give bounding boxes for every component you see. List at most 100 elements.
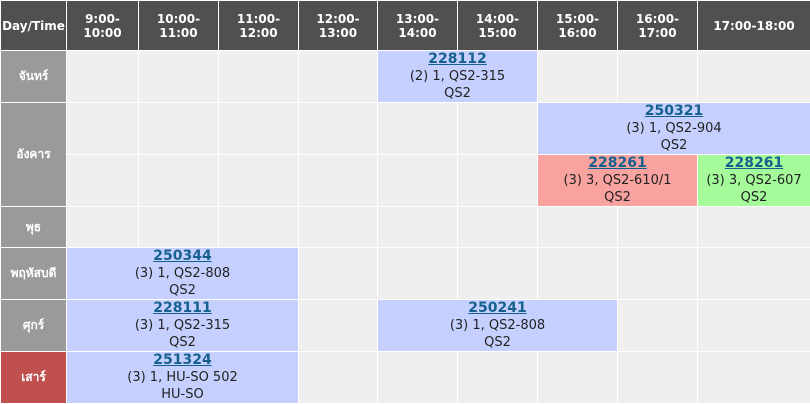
course-block: 228261 (3) 3, QS2-607 QS2 [698, 155, 810, 207]
empty-slot [618, 207, 698, 248]
day-row-saturday: เสาร์ 251324 (3) 1, HU-SO 502 HU-SO [1, 352, 810, 404]
empty-slot [299, 352, 378, 404]
course-block: 228112 (2) 1, QS2-315 QS2 [378, 51, 538, 103]
empty-slot [299, 248, 378, 300]
course-building: QS2 [169, 283, 196, 298]
course-building: HU-SO [161, 387, 203, 402]
course-block: 228261 (3) 3, QS2-610/1 QS2 [538, 155, 698, 207]
course-block: 251324 (3) 1, HU-SO 502 HU-SO [67, 352, 299, 404]
course-code-link[interactable]: 228261 [588, 155, 646, 171]
empty-slot [458, 352, 538, 404]
time-header: 9:00-10:00 [67, 1, 139, 51]
header-row: Day/Time 9:00-10:00 10:00-11:00 11:00-12… [1, 1, 810, 51]
empty-slot [299, 103, 378, 155]
day-label: จันทร์ [1, 51, 67, 103]
time-header: 16:00-17:00 [618, 1, 698, 51]
empty-slot [378, 155, 458, 207]
empty-slot [458, 207, 538, 248]
empty-slot [67, 51, 139, 103]
empty-slot [458, 248, 538, 300]
empty-slot [538, 51, 618, 103]
course-block: 250321 (3) 1, QS2-904 QS2 [538, 103, 810, 155]
empty-slot [378, 207, 458, 248]
empty-slot [458, 103, 538, 155]
empty-slot [67, 207, 139, 248]
empty-slot [139, 207, 219, 248]
empty-slot [698, 248, 810, 300]
day-label: อังคาร [1, 103, 67, 207]
course-block: 250241 (3) 1, QS2-808 QS2 [378, 300, 618, 352]
empty-slot [618, 248, 698, 300]
empty-slot [139, 155, 219, 207]
corner-header: Day/Time [1, 1, 67, 51]
course-section: (2) 1, QS2-315 [410, 69, 505, 84]
course-building: QS2 [741, 190, 768, 205]
day-label: ศุกร์ [1, 300, 67, 352]
course-code-link[interactable]: 250344 [153, 248, 211, 264]
empty-slot [618, 352, 698, 404]
empty-slot [698, 300, 810, 352]
course-code-link[interactable]: 228111 [153, 300, 211, 316]
time-header: 13:00-14:00 [378, 1, 458, 51]
empty-slot [538, 207, 618, 248]
time-header: 10:00-11:00 [139, 1, 219, 51]
empty-slot [67, 155, 139, 207]
course-building: QS2 [444, 86, 471, 101]
day-row-friday: ศุกร์ 228111 (3) 1, QS2-315 QS2 250241 (… [1, 300, 810, 352]
course-section: (3) 3, QS2-607 [706, 173, 801, 188]
course-building: QS2 [661, 138, 688, 153]
course-code-link[interactable]: 250321 [645, 103, 703, 119]
empty-slot [378, 352, 458, 404]
day-label: พุธ [1, 207, 67, 248]
course-building: QS2 [484, 335, 511, 350]
course-building: QS2 [604, 190, 631, 205]
empty-slot [219, 103, 299, 155]
time-header: 17:00-18:00 [698, 1, 810, 51]
day-row-wednesday: พุธ [1, 207, 810, 248]
course-block: 250344 (3) 1, QS2-808 QS2 [67, 248, 299, 300]
empty-slot [698, 207, 810, 248]
empty-slot [698, 51, 810, 103]
course-section: (3) 1, HU-SO 502 [127, 370, 238, 385]
course-code-link[interactable]: 228261 [725, 155, 783, 171]
course-section: (3) 1, QS2-904 [626, 121, 721, 136]
empty-slot [299, 155, 378, 207]
empty-slot [219, 51, 299, 103]
course-code-link[interactable]: 228112 [428, 51, 486, 67]
day-row-monday: จันทร์ 228112 (2) 1, QS2-315 QS2 [1, 51, 810, 103]
empty-slot [67, 103, 139, 155]
empty-slot [538, 352, 618, 404]
empty-slot [378, 248, 458, 300]
course-section: (3) 3, QS2-610/1 [564, 173, 672, 188]
empty-slot [378, 103, 458, 155]
day-row-thursday: พฤหัสบดี 250344 (3) 1, QS2-808 QS2 [1, 248, 810, 300]
course-block: 228111 (3) 1, QS2-315 QS2 [67, 300, 299, 352]
day-row-tuesday-sub: 228261 (3) 3, QS2-610/1 QS2 228261 (3) 3… [1, 155, 810, 207]
empty-slot [618, 51, 698, 103]
empty-slot [219, 207, 299, 248]
course-section: (3) 1, QS2-808 [450, 318, 545, 333]
empty-slot [618, 300, 698, 352]
time-header: 11:00-12:00 [219, 1, 299, 51]
empty-slot [219, 155, 299, 207]
time-header: 12:00-13:00 [299, 1, 378, 51]
empty-slot [299, 300, 378, 352]
course-code-link[interactable]: 251324 [153, 352, 211, 368]
day-label: พฤหัสบดี [1, 248, 67, 300]
empty-slot [139, 103, 219, 155]
empty-slot [139, 51, 219, 103]
day-label: เสาร์ [1, 352, 67, 404]
time-header: 15:00-16:00 [538, 1, 618, 51]
course-code-link[interactable]: 250241 [468, 300, 526, 316]
day-row-tuesday: อังคาร 250321 (3) 1, QS2-904 QS2 [1, 103, 810, 155]
empty-slot [299, 51, 378, 103]
empty-slot [458, 155, 538, 207]
course-building: QS2 [169, 335, 196, 350]
empty-slot [299, 207, 378, 248]
empty-slot [698, 352, 810, 404]
course-section: (3) 1, QS2-315 [135, 318, 230, 333]
course-section: (3) 1, QS2-808 [135, 266, 230, 281]
empty-slot [538, 248, 618, 300]
time-header: 14:00-15:00 [458, 1, 538, 51]
